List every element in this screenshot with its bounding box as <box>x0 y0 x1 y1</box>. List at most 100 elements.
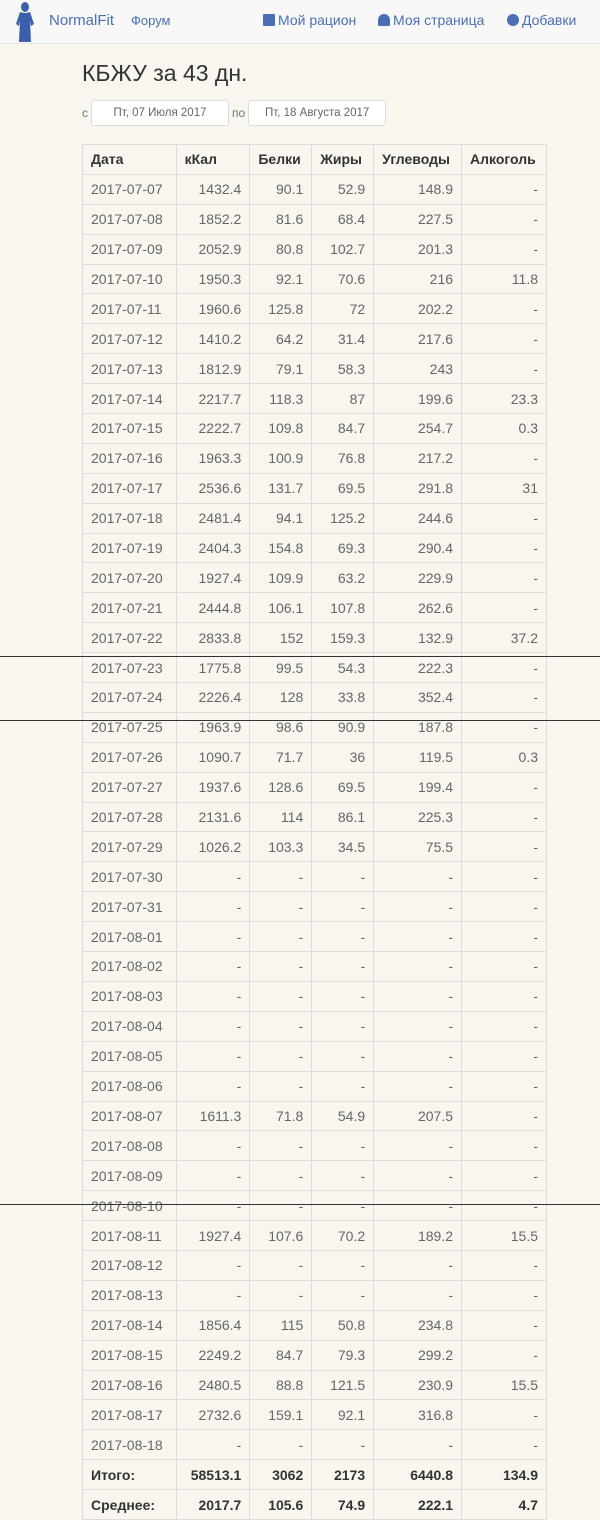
table-cell: 102.7 <box>311 233 375 265</box>
table-cell: 2052.9 <box>175 233 251 265</box>
table-cell: 2249.2 <box>175 1339 251 1371</box>
table-cell: 154.8 <box>249 532 313 564</box>
table-cell: 159.3 <box>311 622 375 654</box>
table-cell: - <box>373 1249 463 1281</box>
table-row: 2017-07-31- - - - - <box>82 891 547 923</box>
table-cell: 0.3 <box>461 413 547 444</box>
table-cell: 2017-08-09 <box>82 1160 177 1192</box>
table-cell: - <box>175 921 251 953</box>
table-cell: - <box>249 980 313 1012</box>
table-row: 2017-07-26 1090.7 71.7 36 119.5 0.3 <box>82 741 547 773</box>
table-cell: - <box>175 1160 251 1192</box>
divider <box>0 1204 600 1205</box>
table-cell: 2444.8 <box>175 592 251 624</box>
table-row: 2017-07-30- - - - - <box>82 861 547 893</box>
table-cell: 107.8 <box>311 592 375 624</box>
table-cell: - <box>373 921 463 953</box>
table-cell: - <box>249 1190 313 1222</box>
table-cell: 87 <box>311 383 375 415</box>
table-cell: - <box>311 1160 375 1192</box>
table-cell: - <box>311 1429 375 1461</box>
table-row: 2017-07-10 1950.3 92.1 70.6 216 11.8 <box>82 263 547 295</box>
table-row: 2017-08-01- - - - - <box>82 921 547 953</box>
table-cell: - <box>461 1070 547 1102</box>
table-cell: 2017-08-15 <box>82 1339 177 1371</box>
table-row: 2017-07-29 1026.2 103.3 34.5 75.5- <box>82 831 547 863</box>
table-row: 2017-07-09 2052.9 80.8 102.7 201.3- <box>82 233 547 265</box>
table-cell: 2404.3 <box>175 532 251 564</box>
table-cell: - <box>461 1279 547 1311</box>
to-date-input[interactable]: Пт, 18 Августа 2017 <box>248 100 387 126</box>
table-cell: - <box>461 682 547 713</box>
nav-my-page[interactable]: Моя страница <box>378 12 484 28</box>
table-cell: - <box>249 1160 313 1192</box>
table-cell: 1927.4 <box>175 1220 251 1251</box>
table-cell: - <box>175 1279 251 1311</box>
table-cell: 2017-07-22 <box>82 622 177 654</box>
table-cell: 254.7 <box>373 413 463 444</box>
table-cell: - <box>373 1130 463 1162</box>
table-cell: - <box>373 1160 463 1192</box>
table-header-row: Дата кКал Белки Жиры Углеводы Алкоголь <box>82 144 547 175</box>
divider <box>0 656 600 657</box>
table-cell: - <box>373 1190 463 1222</box>
table-cell: - <box>461 980 547 1012</box>
table-cell: - <box>461 532 547 564</box>
table-cell: Среднее: <box>82 1489 177 1520</box>
table-cell: 58.3 <box>311 353 375 385</box>
table-cell: 290.4 <box>373 532 463 564</box>
table-row: 2017-08-02- - - - - <box>82 951 547 982</box>
table-cell: - <box>461 801 547 833</box>
nav-my-diet-label: Мой рацион <box>278 12 357 28</box>
brand-link[interactable]: NormalFit <box>49 12 115 29</box>
table-cell: 1775.8 <box>175 652 251 684</box>
table-cell: 316.8 <box>373 1399 463 1431</box>
table-row: 2017-08-05- - - - - <box>82 1040 547 1072</box>
table-cell: 2017-07-14 <box>82 383 177 415</box>
table-row: 2017-07-16 1963.3 100.9 76.8 217.2- <box>82 442 547 474</box>
table-cell: - <box>249 1279 313 1311</box>
table-cell: 131.7 <box>249 472 313 504</box>
table-cell: 2017-08-12 <box>82 1249 177 1281</box>
table-cell: 2017-07-11 <box>82 293 177 325</box>
nav-my-page-label: Моя страница <box>393 12 485 28</box>
table-cell: 94.1 <box>249 502 313 534</box>
column-header: Дата <box>82 144 177 175</box>
nav-my-diet[interactable]: Мой рацион <box>263 12 356 28</box>
table-cell: 187.8 <box>373 711 463 743</box>
table-cell: 217.6 <box>373 323 463 355</box>
table-cell: - <box>461 771 547 803</box>
table-row: 2017-08-03- - - - - <box>82 980 547 1012</box>
table-cell: - <box>249 1070 313 1102</box>
table-row: 2017-07-21 2444.8 106.1 107.8 262.6- <box>82 592 547 624</box>
table-cell: - <box>461 1160 547 1192</box>
table-cell: - <box>461 831 547 863</box>
logo-silhouette-icon[interactable] <box>13 2 37 42</box>
table-cell: - <box>175 1070 251 1102</box>
table-cell: 52.9 <box>311 173 375 205</box>
from-date-input[interactable]: Пт, 07 Июля 2017 <box>91 100 229 126</box>
table-cell: 1090.7 <box>175 741 251 773</box>
table-row: 2017-07-13 1812.9 79.1 58.3 243- <box>82 353 547 385</box>
table-cell: 98.6 <box>249 711 313 743</box>
table-cell: 34.5 <box>311 831 375 863</box>
plus-circle-icon <box>507 14 519 26</box>
table-cell: - <box>311 951 375 982</box>
table-cell: 79.1 <box>249 353 313 385</box>
table-cell: 63.2 <box>311 562 375 594</box>
table-cell: - <box>461 1100 547 1132</box>
table-cell: 54.3 <box>311 652 375 684</box>
table-cell: 121.5 <box>311 1369 375 1401</box>
table-cell: - <box>175 1429 251 1461</box>
table-cell: 2017-08-17 <box>82 1399 177 1431</box>
table-cell: 33.8 <box>311 682 375 713</box>
forum-link[interactable]: Форум <box>131 13 171 28</box>
table-cell: 31 <box>461 472 547 504</box>
table-cell: 115 <box>249 1309 313 1341</box>
nav-supplements[interactable]: Добавки <box>507 12 576 28</box>
table-cell: 243 <box>373 353 463 385</box>
table-cell: 217.2 <box>373 442 463 474</box>
table-cell: 2017-07-16 <box>82 442 177 474</box>
table-cell: - <box>373 951 463 982</box>
table-cell: 15.5 <box>461 1369 547 1401</box>
